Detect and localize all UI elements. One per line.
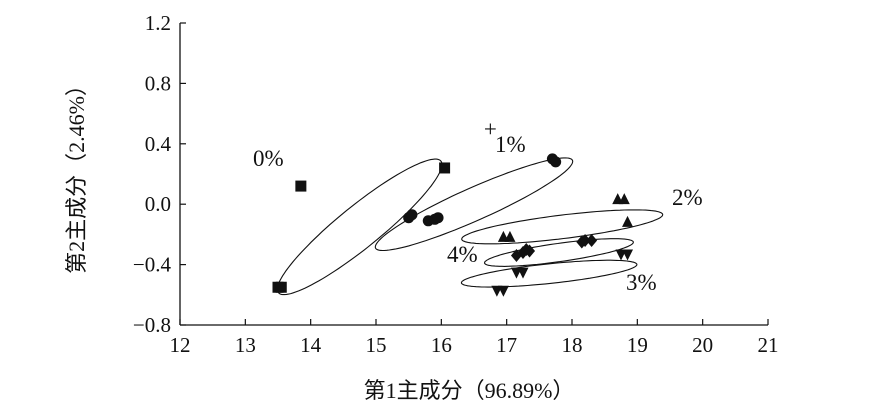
data-points — [272, 153, 634, 297]
ellipse-0pct — [276, 158, 443, 296]
ellipse-1pct — [374, 157, 574, 252]
y-tick-label: 0.8 — [145, 71, 171, 95]
point-0pct — [275, 281, 287, 293]
x-tick-label: 20 — [692, 333, 713, 357]
point-1pct — [550, 156, 562, 168]
group-label-3pct: 3% — [626, 270, 657, 295]
point-2pct — [622, 215, 634, 227]
y-axis-title: 第2主成分（2.46%） — [64, 74, 89, 274]
point-4pct — [579, 233, 591, 247]
point-1pct — [406, 209, 418, 221]
confidence-ellipses — [276, 157, 664, 296]
x-tick-label: 17 — [496, 333, 517, 357]
point-0pct — [439, 162, 451, 174]
x-tick-label: 14 — [300, 333, 322, 357]
y-tick-label: 0.0 — [145, 192, 171, 216]
x-tick-label: 19 — [627, 333, 648, 357]
point-3pct — [497, 285, 509, 297]
plus-marker: + — [484, 117, 497, 142]
y-tick-label: 0.4 — [145, 132, 172, 156]
group-label-4pct: 4% — [447, 242, 478, 267]
x-tick-label: 21 — [758, 333, 779, 357]
point-0pct — [295, 180, 307, 192]
x-axis-title: 第1主成分（96.89%） — [364, 378, 575, 403]
x-tick-label: 12 — [170, 333, 191, 357]
x-tick-label: 15 — [366, 333, 387, 357]
group-labels: 0% 1% 2% 3% 4% + — [253, 117, 703, 295]
point-3pct — [622, 249, 634, 261]
point-4pct — [524, 244, 536, 258]
point-4pct — [586, 233, 598, 247]
y-tick-label: 1.2 — [145, 11, 171, 35]
ellipse-3pct — [460, 259, 638, 288]
y-tick-label: −0.8 — [133, 313, 171, 337]
point-2pct — [504, 230, 516, 242]
ellipse-4pct — [483, 238, 634, 267]
point-1pct — [432, 212, 444, 224]
ellipse-2pct — [461, 209, 664, 245]
group-label-1pct: 1% — [495, 132, 526, 157]
point-2pct — [618, 193, 630, 205]
axes: 12 13 14 15 16 17 18 19 20 21 −0.8 −0.4 0.0 0.4 0.8 1.2 — [133, 11, 779, 357]
group-label-2pct: 2% — [672, 185, 703, 210]
x-tick-label: 16 — [431, 333, 452, 357]
group-label-0pct: 0% — [253, 146, 284, 171]
y-tick-label: −0.4 — [133, 253, 172, 277]
x-tick-label: 13 — [235, 333, 256, 357]
x-tick-label: 18 — [562, 333, 583, 357]
point-3pct — [517, 267, 529, 279]
